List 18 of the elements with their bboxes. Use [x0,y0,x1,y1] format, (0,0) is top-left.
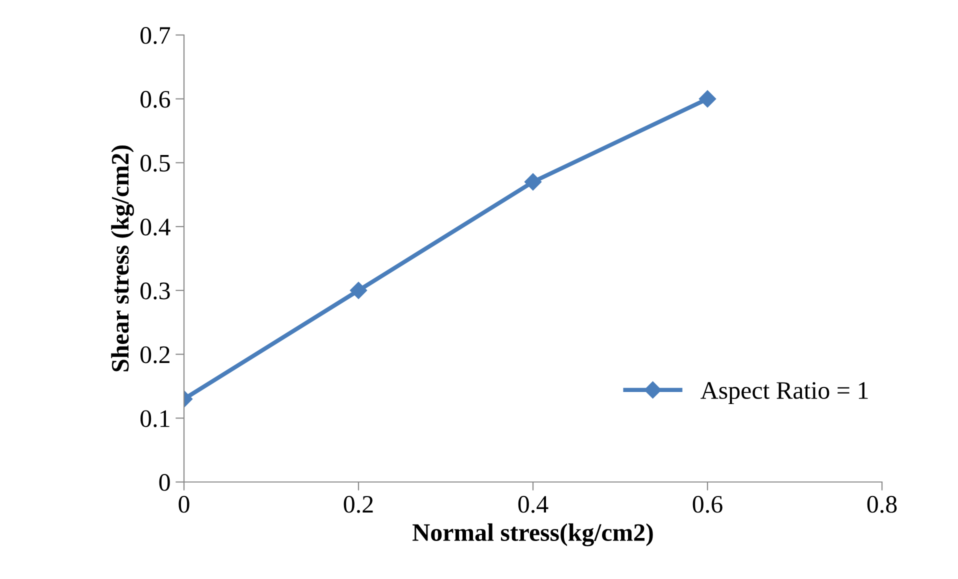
x-tick-label: 0.6 [692,496,722,513]
x-tick-label: 0.2 [344,496,373,513]
y-axis-title: Shear stress (kg/cm2) [111,145,134,372]
point [524,173,542,190]
y-tick-label: 0 [159,474,170,491]
y-tick-label: 0.7 [140,27,170,44]
y-tick-label: 0.1 [140,410,170,428]
y-tick-label: 0.5 [140,154,170,172]
x-tick-label: 0 [178,496,190,513]
x-axis-title: Normal stress(kg/cm2) [412,523,653,546]
y-tick-label: 0.3 [140,282,170,300]
x-tick-label: 0.4 [518,496,548,513]
point [698,90,716,108]
y-tick-label: 0.4 [140,218,170,236]
y-tick-label: 0.2 [140,346,170,364]
x-tick-label: 0.8 [867,496,897,513]
y-tick-label: 0.6 [140,90,170,108]
legend-label: Aspect Ratio = 1 [700,382,868,404]
